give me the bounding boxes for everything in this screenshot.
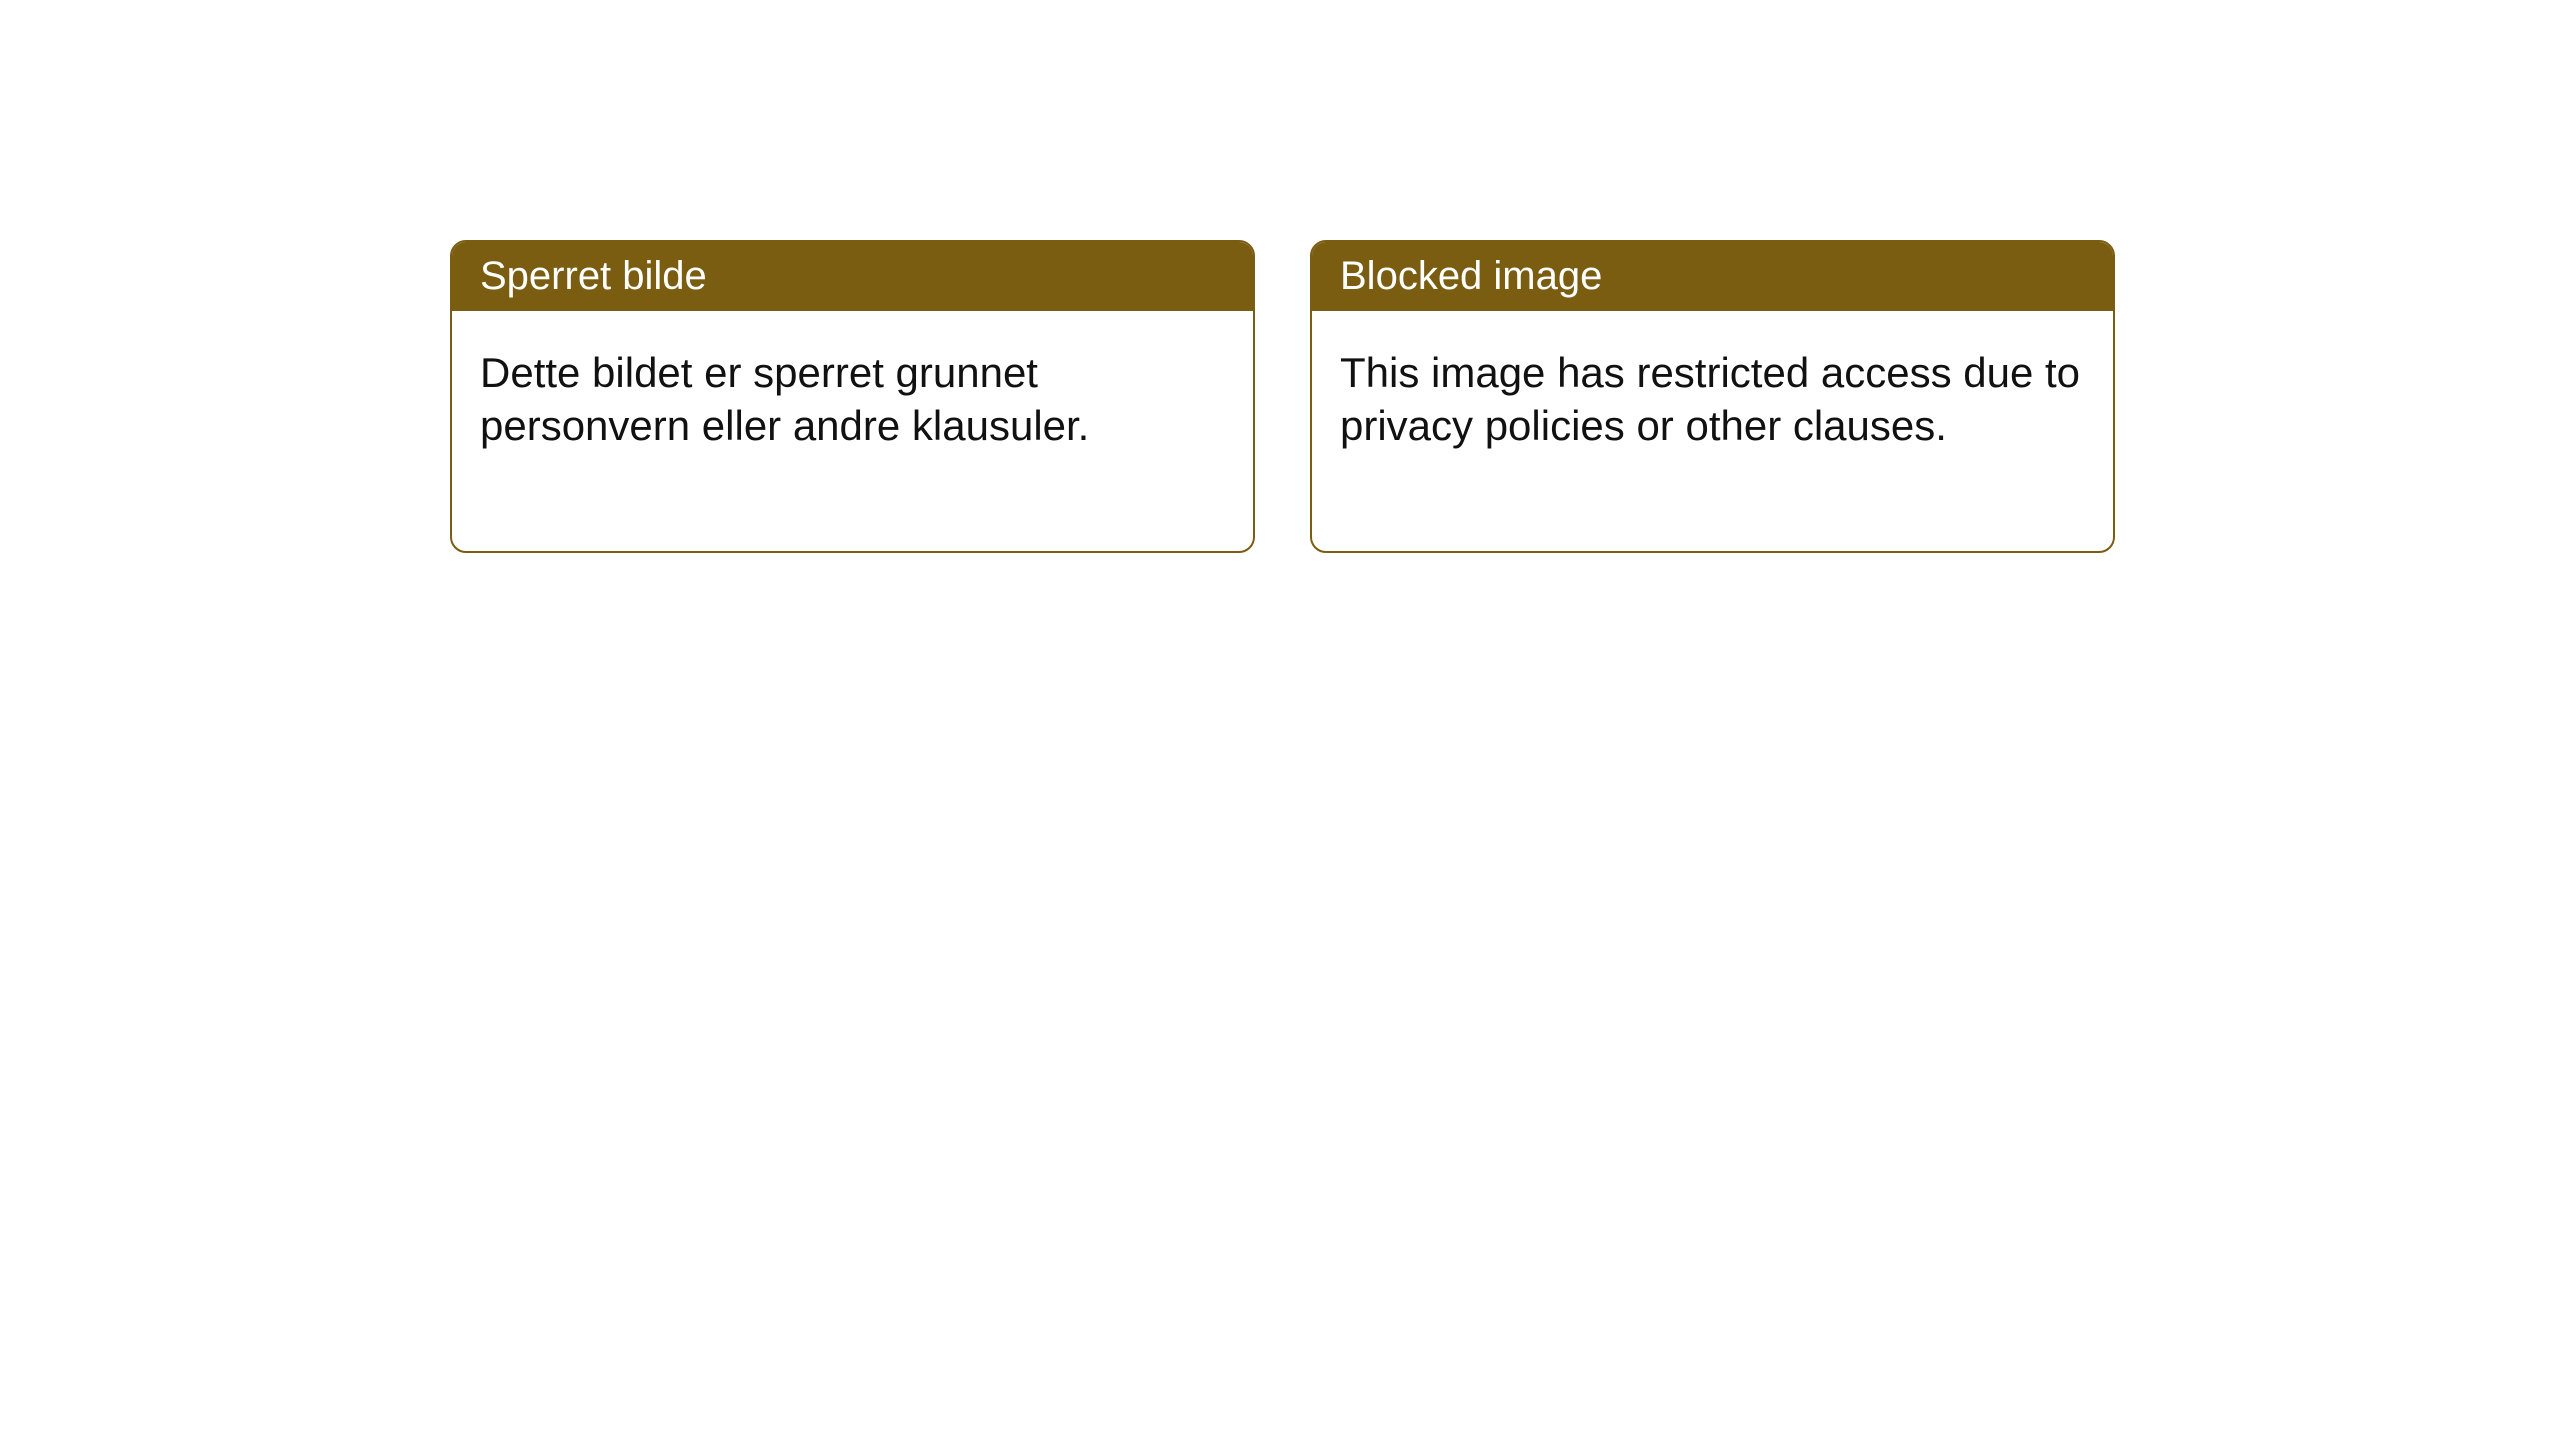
card-body: This image has restricted access due to … xyxy=(1312,311,2113,551)
blocked-image-card-en: Blocked image This image has restricted … xyxy=(1310,240,2115,553)
card-body-text: This image has restricted access due to … xyxy=(1340,349,2080,449)
blocked-image-notice-container: Sperret bilde Dette bildet er sperret gr… xyxy=(450,240,2115,553)
blocked-image-card-no: Sperret bilde Dette bildet er sperret gr… xyxy=(450,240,1255,553)
card-header: Sperret bilde xyxy=(452,242,1253,311)
card-body: Dette bildet er sperret grunnet personve… xyxy=(452,311,1253,551)
card-title: Sperret bilde xyxy=(480,254,707,298)
card-title: Blocked image xyxy=(1340,254,1602,298)
card-header: Blocked image xyxy=(1312,242,2113,311)
card-body-text: Dette bildet er sperret grunnet personve… xyxy=(480,349,1089,449)
